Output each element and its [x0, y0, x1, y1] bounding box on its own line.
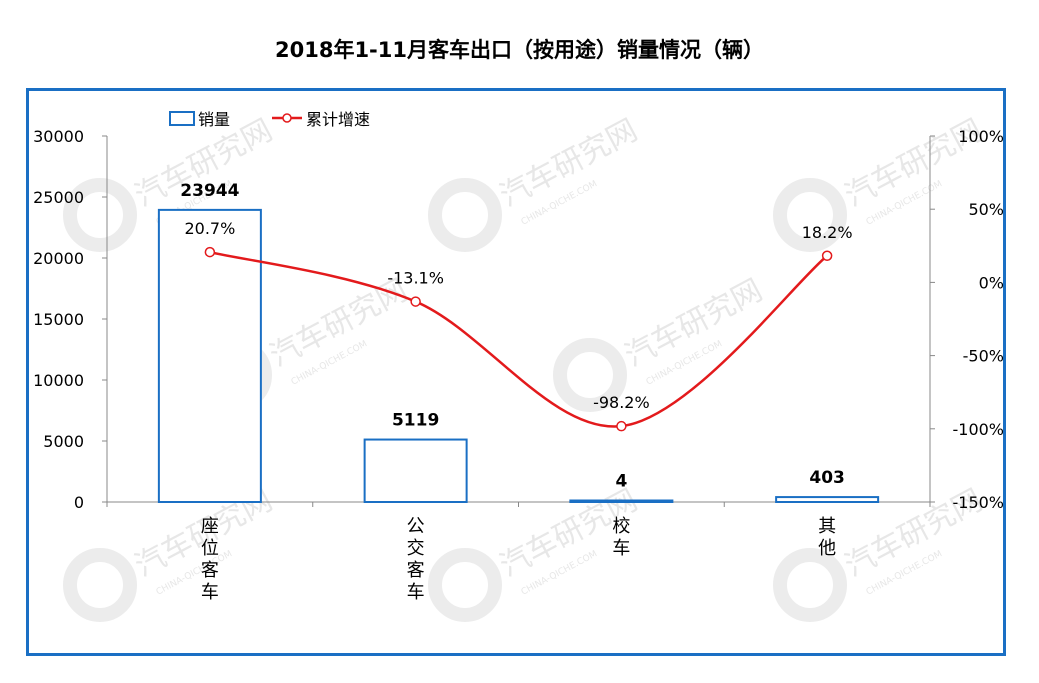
category-label: 公交客车 [407, 516, 425, 603]
right-tick-label: 100% [958, 127, 1004, 146]
left-tick-label: 0 [74, 493, 84, 512]
bar-value-label: 4 [615, 472, 627, 492]
line-point [821, 250, 833, 262]
watermark-logo-icon [773, 178, 847, 252]
line-point [616, 420, 627, 432]
right-tick-label: -150% [952, 493, 1004, 512]
right-tick-label: 0% [979, 273, 1004, 292]
growth-line-path [209, 250, 828, 428]
watermark-logo-icon [553, 338, 627, 412]
line-value-label: 18.2% [802, 223, 853, 242]
legend-line-marker [282, 113, 292, 123]
right-tick-label: 50% [968, 200, 1004, 219]
legend-line-label: 累计增速 [306, 110, 370, 129]
legend: 销量 累计增速 [169, 110, 370, 129]
legend-bar-swatch [169, 111, 195, 126]
left-tick-label: 25000 [33, 188, 84, 207]
line-value-label: -13.1% [387, 269, 444, 288]
watermark-logo-icon [428, 548, 502, 622]
left-tick-label: 30000 [33, 127, 84, 146]
category-label: 其他 [818, 516, 836, 559]
left-tick-label: 10000 [33, 371, 84, 390]
watermark-logo-icon [428, 178, 502, 252]
axes: 30000 25000 20000 15000 10000 5000 0 100% 50% 0% -… [33, 127, 1004, 603]
line-value-label: -98.2% [593, 393, 650, 412]
chart-frame [26, 88, 1006, 656]
chart-title: 2018年1-11月客车出口（按用途）销量情况（辆） [275, 38, 764, 62]
right-tick-label: -100% [952, 420, 1004, 439]
category-label: 校车 [612, 516, 630, 559]
category-label: 座位客车 [201, 516, 219, 603]
bar [775, 496, 880, 504]
bar [363, 438, 468, 503]
bar-value-label: 5119 [392, 411, 439, 431]
left-tick-label: 15000 [33, 310, 84, 329]
left-tick-label: 5000 [43, 432, 84, 451]
left-tick-label: 20000 [33, 249, 84, 268]
watermark-logo-icon [63, 178, 137, 252]
line-point [410, 296, 421, 307]
line-value-label: 20.7% [184, 219, 235, 238]
line-point [204, 246, 216, 258]
bar-value-label: 403 [809, 468, 845, 488]
right-tick-label: -50% [963, 347, 1004, 366]
watermark-logo-icon [773, 548, 847, 622]
growth-line: 20.7% -13.1% -98.2% 18.2% [184, 219, 853, 432]
watermark-logo-icon [63, 548, 137, 622]
bar-value-label: 23944 [180, 181, 239, 201]
bar [569, 499, 674, 503]
legend-bar-label: 销量 [198, 110, 230, 129]
